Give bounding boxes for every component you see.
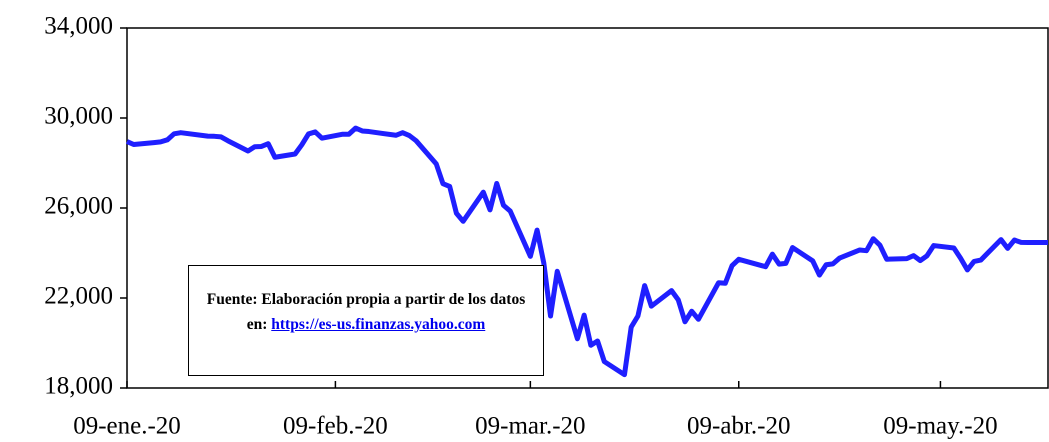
y-tick-label: 18,000: [44, 373, 113, 400]
x-tick-label: 09-mar.-20: [475, 413, 585, 440]
x-tick-label: 09-may.-20: [883, 413, 997, 440]
y-tick-label: 30,000: [44, 103, 113, 130]
x-tick-label: 09-feb.-20: [283, 413, 388, 440]
source-note: Fuente: Elaboración propia a partir de l…: [188, 265, 544, 376]
data-line: [125, 125, 1048, 378]
note-link[interactable]: https://es-us.finanzas.yahoo.com: [271, 316, 486, 333]
y-tick-label: 26,000: [44, 193, 113, 220]
note-text: Fuente: Elaboración propia a partir de l…: [206, 291, 526, 333]
y-tick-label: 34,000: [44, 13, 113, 40]
y-tick-label: 22,000: [44, 283, 113, 310]
x-tick-label: 09-abr.-20: [687, 413, 790, 440]
x-tick-label: 09-ene.-20: [73, 413, 181, 440]
